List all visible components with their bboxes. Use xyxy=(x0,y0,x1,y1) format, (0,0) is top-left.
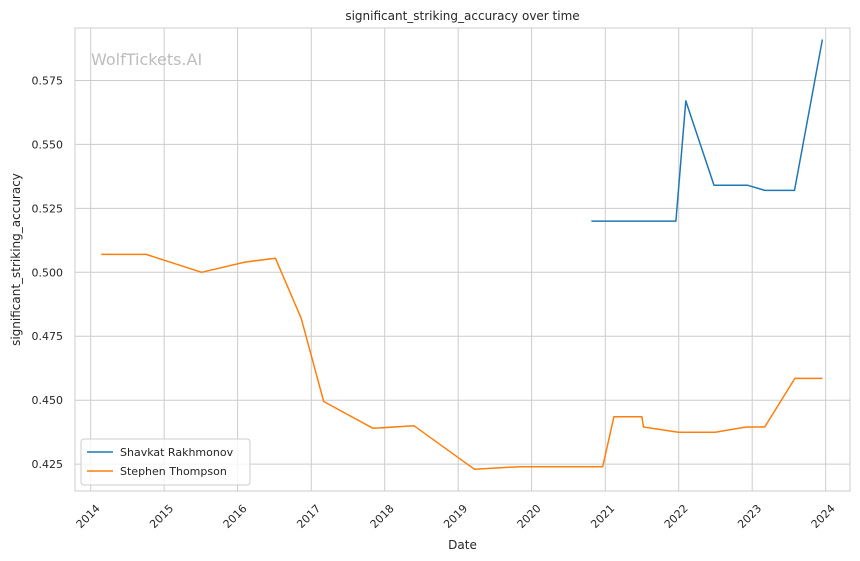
grid xyxy=(75,28,850,491)
y-axis-title: significant_striking_accuracy xyxy=(9,173,23,346)
y-tick-label: 0.500 xyxy=(32,266,64,279)
chart-title: significant_striking_accuracy over time xyxy=(345,9,579,23)
legend-box xyxy=(80,438,251,486)
legend-label: Shavkat Rakhmonov xyxy=(120,446,234,459)
legend-label: Stephen Thompson xyxy=(120,465,227,478)
x-axis-title: Date xyxy=(448,538,477,552)
y-tick-label: 0.450 xyxy=(32,394,64,407)
y-tick-label: 0.550 xyxy=(32,138,64,151)
plot-frame xyxy=(74,27,851,492)
series-line-shavkat-rakhmonov xyxy=(591,39,824,222)
watermark: WolfTickets.AI xyxy=(91,50,202,69)
series-lines xyxy=(101,39,824,471)
y-tick-labels: 0.425 0.450 0.475 0.500 0.525 0.550 0.575 xyxy=(32,74,64,471)
y-tick-label: 0.575 xyxy=(32,74,64,87)
y-tick-label: 0.475 xyxy=(32,330,64,343)
y-tick-label: 0.425 xyxy=(32,458,64,471)
y-tick-label: 0.525 xyxy=(32,202,64,215)
series-line-stephen-thompson xyxy=(101,253,823,471)
legend: Shavkat Rakhmonov Stephen Thompson xyxy=(80,438,251,486)
